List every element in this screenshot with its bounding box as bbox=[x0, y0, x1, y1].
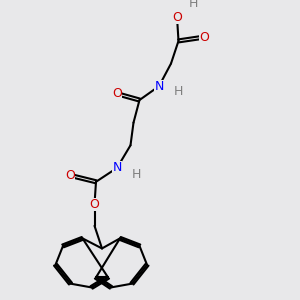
Text: H: H bbox=[174, 85, 183, 98]
Text: H: H bbox=[189, 0, 198, 10]
Text: O: O bbox=[172, 11, 182, 23]
Text: H: H bbox=[132, 168, 141, 181]
Text: N: N bbox=[154, 80, 164, 93]
Text: O: O bbox=[199, 31, 209, 44]
Text: O: O bbox=[90, 198, 99, 211]
Text: O: O bbox=[66, 169, 75, 182]
Text: N: N bbox=[112, 161, 122, 174]
Text: O: O bbox=[112, 87, 122, 100]
